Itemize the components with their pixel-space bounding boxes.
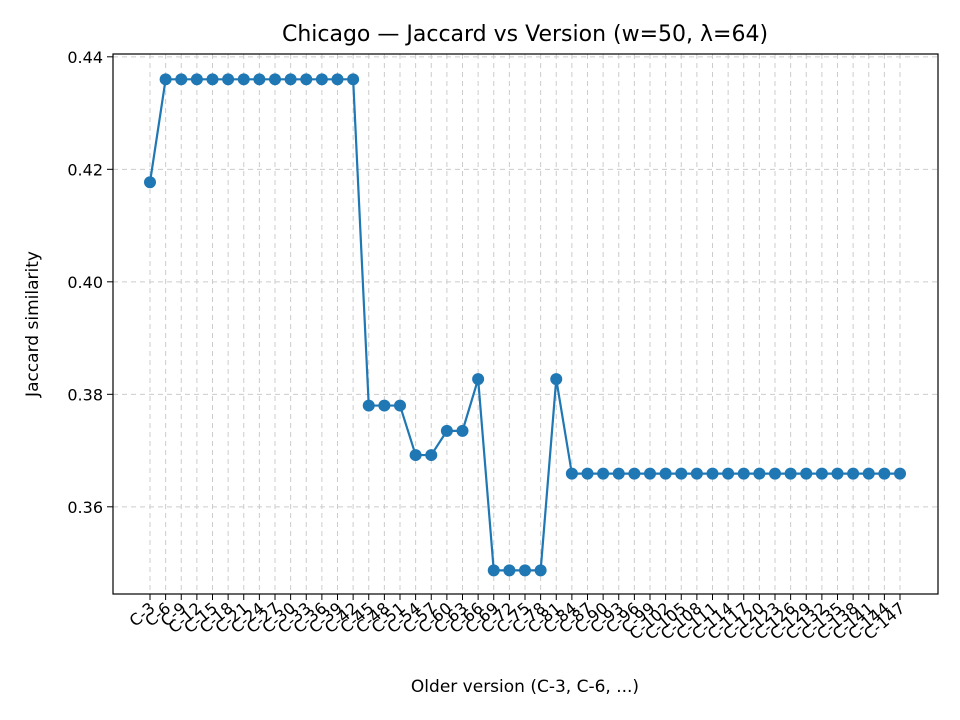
data-point (378, 399, 391, 412)
grid-layer (113, 54, 938, 594)
data-point (831, 467, 844, 480)
data-point (284, 73, 297, 86)
data-point (253, 73, 266, 86)
data-point (894, 467, 906, 480)
series-layer (144, 73, 906, 577)
data-point (456, 424, 469, 437)
x-axis-label: Older version (C-3, C-6, ...) (411, 677, 639, 697)
data-point (159, 73, 172, 86)
data-point (487, 564, 500, 577)
data-point (753, 467, 766, 480)
y-tick-label: 0.42 (67, 160, 103, 179)
data-point (659, 467, 672, 480)
data-point (362, 399, 375, 412)
data-point (440, 424, 453, 437)
data-point (534, 564, 547, 577)
data-point (394, 399, 406, 412)
data-point (737, 467, 750, 480)
data-point (675, 467, 688, 480)
data-point (690, 467, 703, 480)
data-point (519, 564, 531, 577)
data-point (269, 73, 281, 86)
data-point (644, 467, 656, 480)
data-point (800, 467, 813, 480)
data-point (175, 73, 188, 86)
chart-title: Chicago — Jaccard vs Version (w=50, λ=64… (282, 22, 768, 47)
data-point (815, 467, 828, 480)
data-point (706, 467, 719, 480)
data-point (769, 467, 781, 480)
data-point (237, 73, 250, 86)
data-point (315, 73, 328, 86)
tick-layer: C-3C-6C-9C-12C-15C-18C-21C-24C-27C-30C-3… (67, 48, 908, 644)
data-point (331, 73, 344, 86)
data-point (628, 467, 641, 480)
data-point (190, 73, 203, 86)
data-point (300, 73, 313, 86)
data-point (503, 564, 516, 577)
data-point (581, 467, 594, 480)
data-point (550, 373, 563, 386)
data-point (409, 449, 422, 462)
data-point (612, 467, 625, 480)
data-point (425, 449, 438, 462)
y-axis-label: Jaccard similarity (23, 251, 43, 398)
data-point (722, 467, 735, 480)
data-point (222, 73, 235, 86)
data-point (144, 176, 156, 189)
y-tick-label: 0.40 (67, 273, 103, 292)
data-point (862, 467, 875, 480)
data-point (206, 73, 219, 86)
y-tick-label: 0.44 (67, 48, 103, 67)
data-point (597, 467, 610, 480)
data-point (565, 467, 578, 480)
data-point (347, 73, 360, 86)
y-tick-label: 0.36 (67, 498, 103, 517)
y-tick-label: 0.38 (67, 385, 103, 404)
data-point (878, 467, 891, 480)
data-point (784, 467, 797, 480)
data-point (847, 467, 860, 480)
data-point (472, 373, 485, 386)
